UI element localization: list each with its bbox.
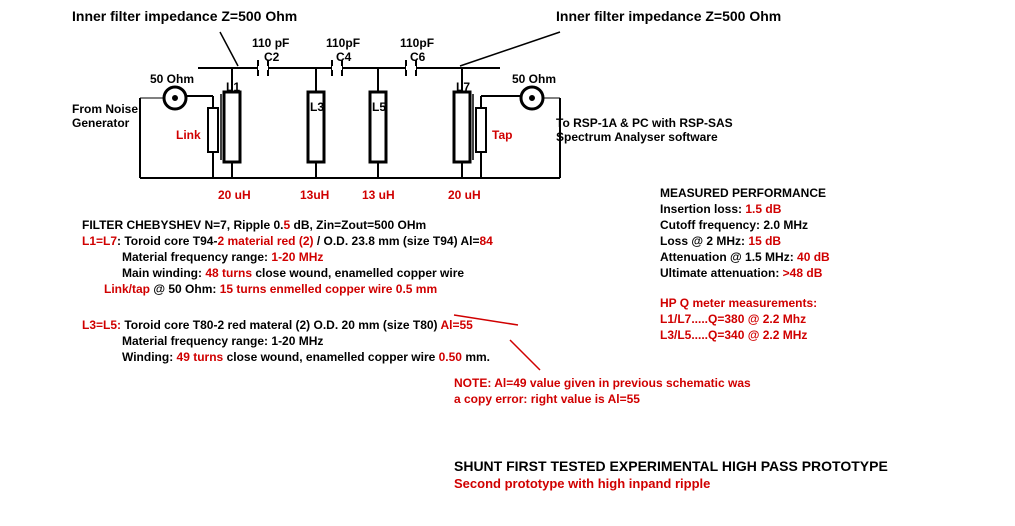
footer-sub: Second prototype with high inpand ripple [454,476,710,491]
perf-row-4-v: >48 dB [783,266,823,280]
perf-heading: MEASURED PERFORMANCE [660,186,826,200]
perf-row-4: Ultimate attenuation: >48 dB [660,266,822,280]
perf-row-4-k: Ultimate attenuation: [660,266,783,280]
perf-row-3-k: Attenuation @ 1.5 MHz: [660,250,797,264]
perf-row-3-v: 40 dB [797,250,830,264]
perf-row-2-v: 15 dB [748,234,781,248]
note-leader-svg [0,0,1015,526]
perf-row-0: Insertion loss: 1.5 dB [660,202,781,216]
cross-note-1: NOTE: Al=49 value given in previous sche… [454,376,751,390]
q-heading: HP Q meter measurements: [660,296,817,310]
cross-note-2: a copy error: right value is Al=55 [454,392,640,406]
q-row-1: L3/L5.....Q=340 @ 2.2 MHz [660,328,807,342]
footer-title: SHUNT FIRST TESTED EXPERIMENTAL HIGH PAS… [454,458,888,474]
q-row-0: L1/L7.....Q=380 @ 2.2 Mhz [660,312,806,326]
perf-row-1-k: Cutoff frequency: 2.0 MHz [660,218,808,232]
perf-row-3: Attenuation @ 1.5 MHz: 40 dB [660,250,830,264]
perf-row-0-v: 1.5 dB [745,202,781,216]
perf-row-1: Cutoff frequency: 2.0 MHz [660,218,808,232]
perf-row-0-k: Insertion loss: [660,202,745,216]
perf-row-2-k: Loss @ 2 MHz: [660,234,748,248]
perf-row-2: Loss @ 2 MHz: 15 dB [660,234,781,248]
